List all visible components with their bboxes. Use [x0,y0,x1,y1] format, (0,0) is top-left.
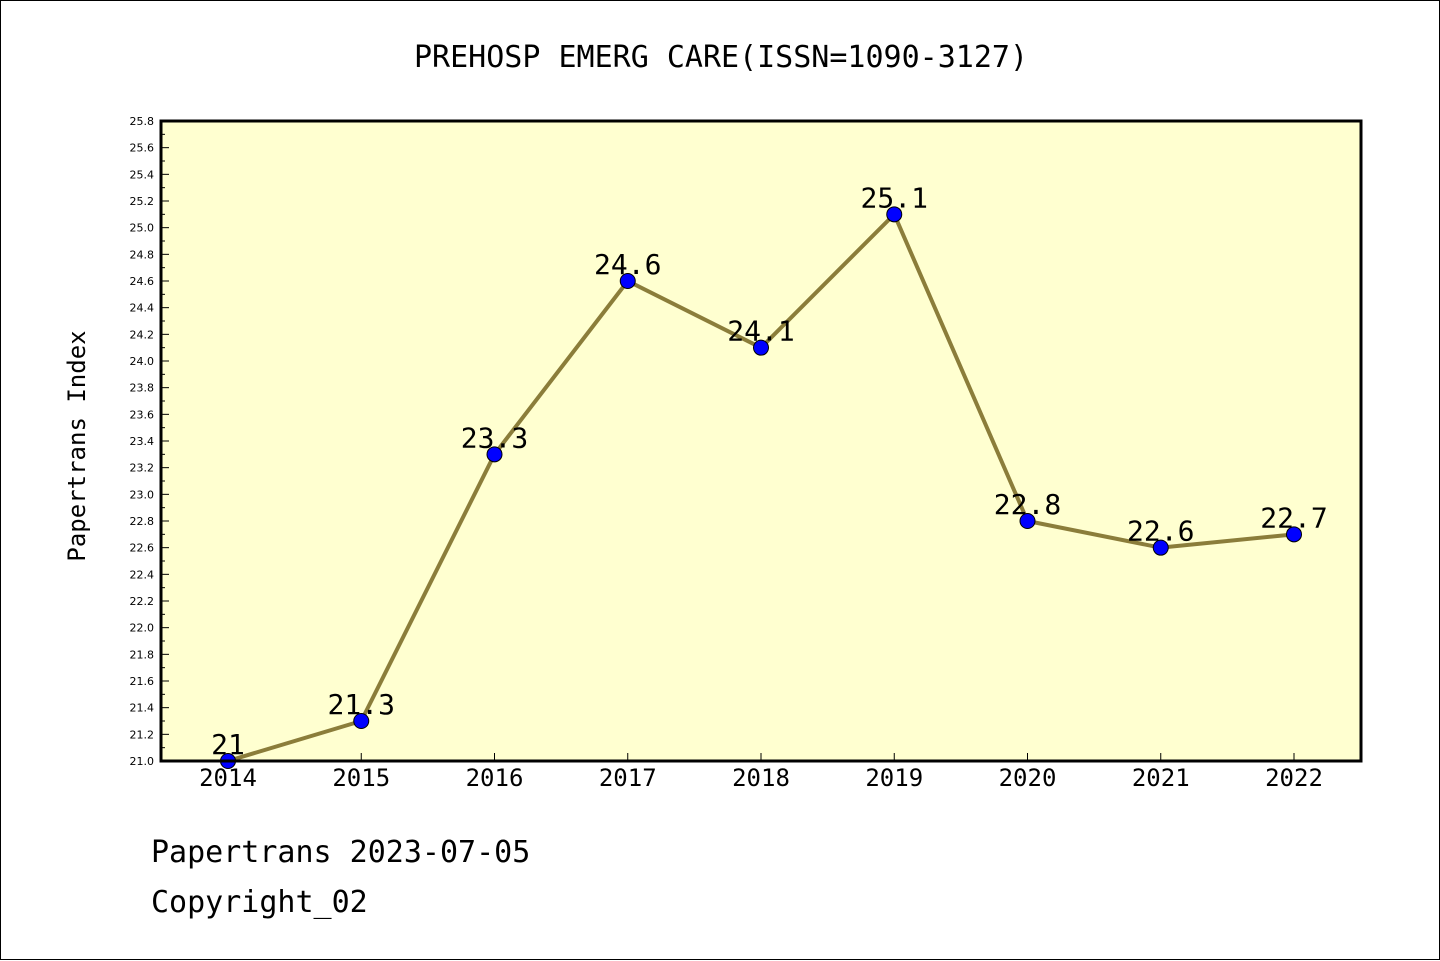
footer-copyright: Copyright_02 [151,885,368,920]
y-tick-label: 21.4 [130,702,155,715]
y-tick-label: 23.2 [130,462,155,475]
y-tick-label: 23.8 [130,382,155,395]
data-label: 22.7 [1260,501,1327,534]
x-axis-ticks: 2014 2015 2016 2017 2018 2019 2020 2021 2022 [199,753,1323,792]
y-tick-label: 24.0 [130,355,155,368]
plot-border [159,119,1363,763]
y-tick-label: 23.4 [130,435,155,448]
data-point [619,273,636,289]
data-point [1019,513,1036,529]
data-point [1286,526,1302,543]
y-tick-label: 22.8 [130,515,155,528]
y-tick-label: 25.6 [130,142,155,155]
y-tick-label: 21.2 [130,728,155,741]
y-tick-label: 24.4 [130,302,155,315]
y-tick-label: 22.4 [130,568,155,581]
y-tick-label: 23.0 [130,488,155,501]
data-markers [220,206,1302,769]
data-label: 24.1 [727,315,794,348]
data-label: 22.8 [994,488,1061,521]
y-axis-label: Papertrans Index [63,330,91,561]
footer-date: Papertrans 2023-07-05 [151,835,531,870]
y-tick-label: 22.0 [130,622,155,635]
data-point [486,446,503,463]
y-tick-label: 21.8 [130,648,155,661]
data-label: 21 [211,728,245,761]
y-tick-label: 25.8 [130,115,155,128]
y-tick-label: 23.6 [130,408,155,421]
y-tick-label: 21.0 [130,755,155,768]
x-tick-label: 2017 [599,764,657,792]
x-tick-label: 2021 [1132,764,1190,792]
y-tick-label: 25.2 [130,195,155,208]
y-tick-label: 24.8 [130,248,155,261]
y-tick-label: 21.6 [130,675,155,688]
data-labels: 21 21.3 23.3 24.6 24.1 25.1 22.8 22.6 22.7 [211,181,1328,761]
y-tick-label: 22.6 [130,542,155,555]
x-tick-label: 2018 [732,764,790,792]
data-point [1152,539,1169,556]
x-tick-label: 2016 [466,764,524,792]
x-tick-label: 2019 [865,764,923,792]
x-tick-label: 2015 [332,764,390,792]
chart-title: PREHOSP EMERG CARE(ISSN=1090-3127) [414,40,1028,75]
x-tick-label: 2022 [1265,764,1323,792]
data-label: 21.3 [328,688,395,721]
data-point [353,713,370,729]
y-axis-ticks: 21.0 21.2 21.4 21.6 21.8 22.0 22.2 22.4 22.6 22.8… [130,115,169,768]
data-label: 24.6 [594,248,661,281]
data-label: 22.6 [1127,515,1194,548]
y-tick-label: 22.2 [130,595,155,608]
data-point [753,339,769,356]
data-label: 25.1 [861,181,928,214]
y-tick-label: 24.6 [130,275,155,288]
data-point [886,206,903,223]
y-tick-label: 25.0 [130,222,155,235]
data-label: 23.3 [461,421,528,454]
x-tick-label: 2020 [999,764,1057,792]
y-tick-label: 25.4 [130,168,155,181]
plot-area [161,121,1361,761]
y-tick-label: 24.2 [130,328,155,341]
